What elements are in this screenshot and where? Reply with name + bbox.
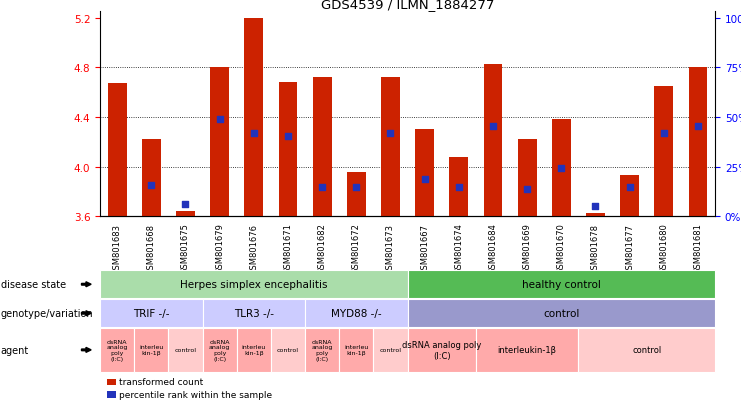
Text: control: control xyxy=(174,347,196,353)
Bar xyxy=(107,84,127,217)
Text: percentile rank within the sample: percentile rank within the sample xyxy=(119,390,273,399)
Text: control: control xyxy=(543,309,579,318)
Text: interleu
kin-1β: interleu kin-1β xyxy=(139,344,164,356)
Title: GDS4539 / ILMN_1884277: GDS4539 / ILMN_1884277 xyxy=(321,0,494,11)
Point xyxy=(487,123,499,130)
Text: interleu
kin-1β: interleu kin-1β xyxy=(344,344,368,356)
Point xyxy=(247,131,259,137)
Point xyxy=(555,165,567,172)
Text: interleukin-1β: interleukin-1β xyxy=(498,346,556,354)
Bar xyxy=(210,68,229,217)
Point xyxy=(145,183,157,189)
Text: dsRNA
analog
poly
(I:C): dsRNA analog poly (I:C) xyxy=(209,339,230,361)
Bar xyxy=(552,120,571,217)
Bar xyxy=(620,176,639,217)
Point xyxy=(658,131,670,137)
Bar xyxy=(586,213,605,217)
Bar xyxy=(688,68,708,217)
Text: healthy control: healthy control xyxy=(522,280,601,290)
Point xyxy=(590,204,602,210)
Point xyxy=(179,201,191,208)
Text: TLR3 -/-: TLR3 -/- xyxy=(234,309,273,318)
Point xyxy=(350,184,362,190)
Point xyxy=(213,117,225,123)
Text: genotype/variation: genotype/variation xyxy=(1,309,93,318)
Text: control: control xyxy=(277,347,299,353)
Text: TRIF -/-: TRIF -/- xyxy=(133,309,170,318)
Bar xyxy=(381,78,400,217)
Text: dsRNA analog poly
(I:C): dsRNA analog poly (I:C) xyxy=(402,340,482,360)
Point xyxy=(453,184,465,190)
Bar xyxy=(279,83,297,217)
Point xyxy=(385,131,396,137)
Text: control: control xyxy=(379,347,402,353)
Text: control: control xyxy=(632,346,662,354)
Bar xyxy=(415,130,434,217)
Text: dsRNA
analog
poly
(I:C): dsRNA analog poly (I:C) xyxy=(107,339,127,361)
Text: MYD88 -/-: MYD88 -/- xyxy=(331,309,382,318)
Bar xyxy=(245,19,263,217)
Bar xyxy=(347,172,366,217)
Bar xyxy=(176,212,195,217)
Bar xyxy=(142,140,161,217)
Text: interleu
kin-1β: interleu kin-1β xyxy=(242,344,266,356)
Point xyxy=(624,184,636,190)
Text: agent: agent xyxy=(1,345,29,355)
Point xyxy=(692,123,704,130)
Text: dsRNA
analog
poly
(I:C): dsRNA analog poly (I:C) xyxy=(311,339,333,361)
Point xyxy=(282,133,294,140)
Point xyxy=(111,253,123,260)
Point xyxy=(419,176,431,183)
Bar xyxy=(518,140,536,217)
Text: transformed count: transformed count xyxy=(119,377,204,387)
Bar xyxy=(313,78,331,217)
Point xyxy=(316,184,328,190)
Bar xyxy=(484,64,502,217)
Bar xyxy=(449,157,468,217)
Bar xyxy=(654,87,674,217)
Text: Herpes simplex encephalitis: Herpes simplex encephalitis xyxy=(180,280,328,290)
Text: disease state: disease state xyxy=(1,280,66,290)
Point xyxy=(521,186,533,193)
